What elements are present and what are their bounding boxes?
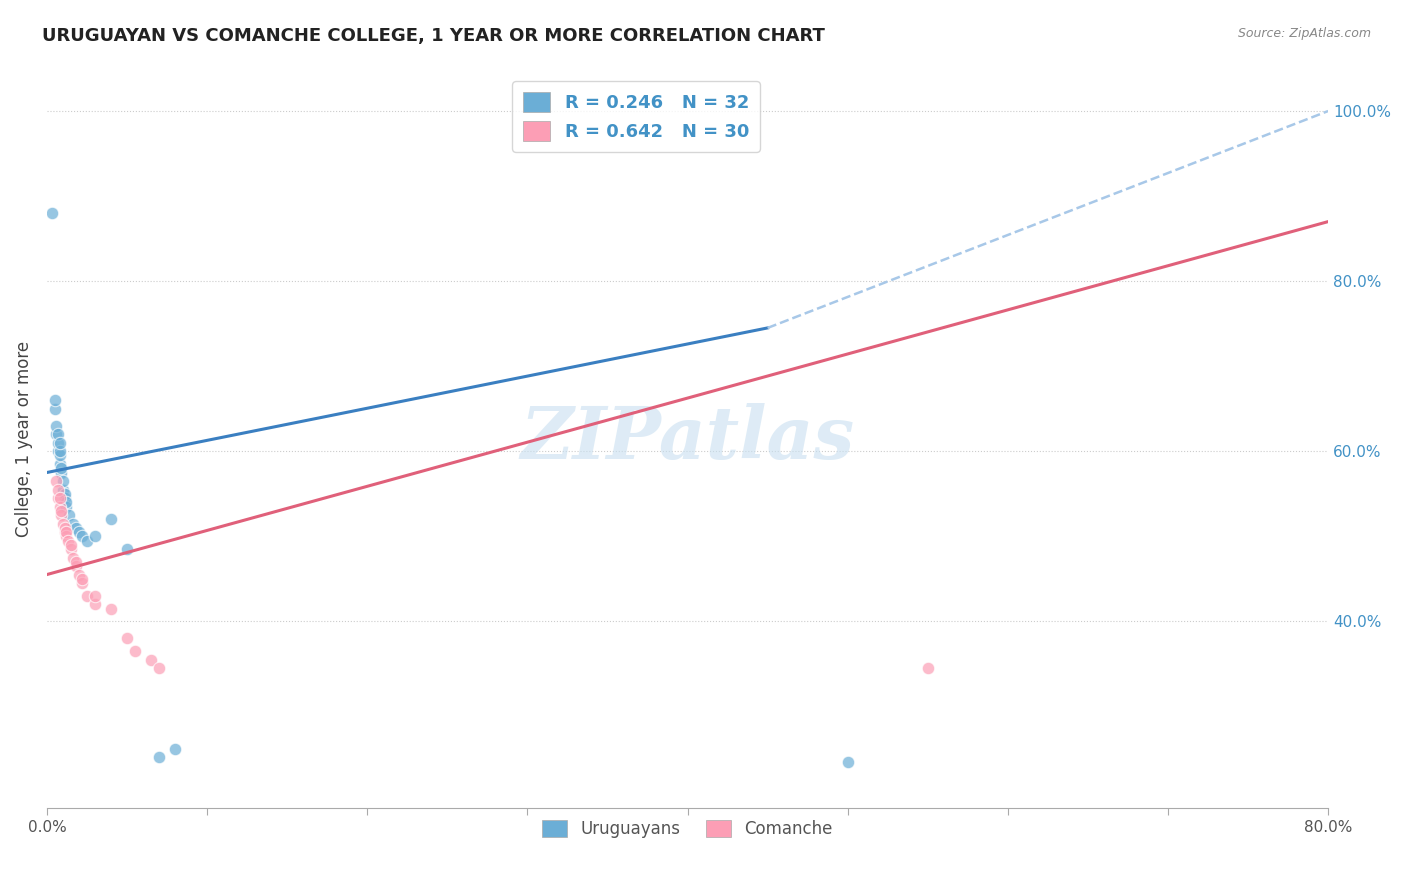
Point <box>46 427 69 442</box>
Text: Source: ZipAtlas.com: Source: ZipAtlas.com <box>1237 27 1371 40</box>
Point <box>148 661 170 675</box>
Point <box>53 487 76 501</box>
Text: URUGUAYAN VS COMANCHE COLLEGE, 1 YEAR OR MORE CORRELATION CHART: URUGUAYAN VS COMANCHE COLLEGE, 1 YEAR OR… <box>42 27 825 45</box>
Point <box>65 521 87 535</box>
Point <box>70 529 93 543</box>
Point <box>46 491 69 505</box>
Point <box>84 529 107 543</box>
Y-axis label: College, 1 year or more: College, 1 year or more <box>15 341 32 537</box>
Point <box>67 524 90 539</box>
Point <box>55 500 77 514</box>
Point <box>56 533 79 548</box>
Point <box>45 474 67 488</box>
Point <box>84 589 107 603</box>
Point <box>45 418 67 433</box>
Point <box>70 576 93 591</box>
Text: ZIPatlas: ZIPatlas <box>520 403 855 474</box>
Point <box>67 567 90 582</box>
Point <box>48 444 70 458</box>
Point <box>84 597 107 611</box>
Point <box>124 644 146 658</box>
Point <box>48 491 70 505</box>
Point <box>51 508 73 522</box>
Point <box>58 508 80 522</box>
Point <box>65 559 87 574</box>
Point <box>53 524 76 539</box>
Point <box>100 601 122 615</box>
Point <box>48 457 70 471</box>
Point <box>76 589 98 603</box>
Point <box>65 555 87 569</box>
Point <box>837 755 859 769</box>
Point <box>51 504 73 518</box>
Point <box>46 435 69 450</box>
Point <box>48 500 70 514</box>
Point <box>70 572 93 586</box>
Point <box>51 461 73 475</box>
Point <box>148 750 170 764</box>
Point <box>53 521 76 535</box>
Point <box>41 206 63 220</box>
Point <box>48 435 70 450</box>
Point <box>59 542 82 557</box>
Point <box>46 444 69 458</box>
Point <box>55 529 77 543</box>
Point <box>59 538 82 552</box>
Point <box>44 393 66 408</box>
Point <box>115 632 138 646</box>
Point <box>52 516 75 531</box>
Point <box>53 491 76 505</box>
Point <box>115 542 138 557</box>
Point <box>76 533 98 548</box>
Point <box>139 652 162 666</box>
Point <box>55 524 77 539</box>
Point <box>62 550 84 565</box>
Point <box>44 401 66 416</box>
Point <box>100 512 122 526</box>
Point <box>917 661 939 675</box>
Point <box>48 449 70 463</box>
Point <box>62 516 84 531</box>
Point <box>51 466 73 480</box>
Point <box>45 427 67 442</box>
Point <box>52 483 75 497</box>
Point <box>163 742 186 756</box>
Legend: Uruguayans, Comanche: Uruguayans, Comanche <box>536 813 839 845</box>
Point <box>52 474 75 488</box>
Point <box>46 483 69 497</box>
Point <box>55 495 77 509</box>
